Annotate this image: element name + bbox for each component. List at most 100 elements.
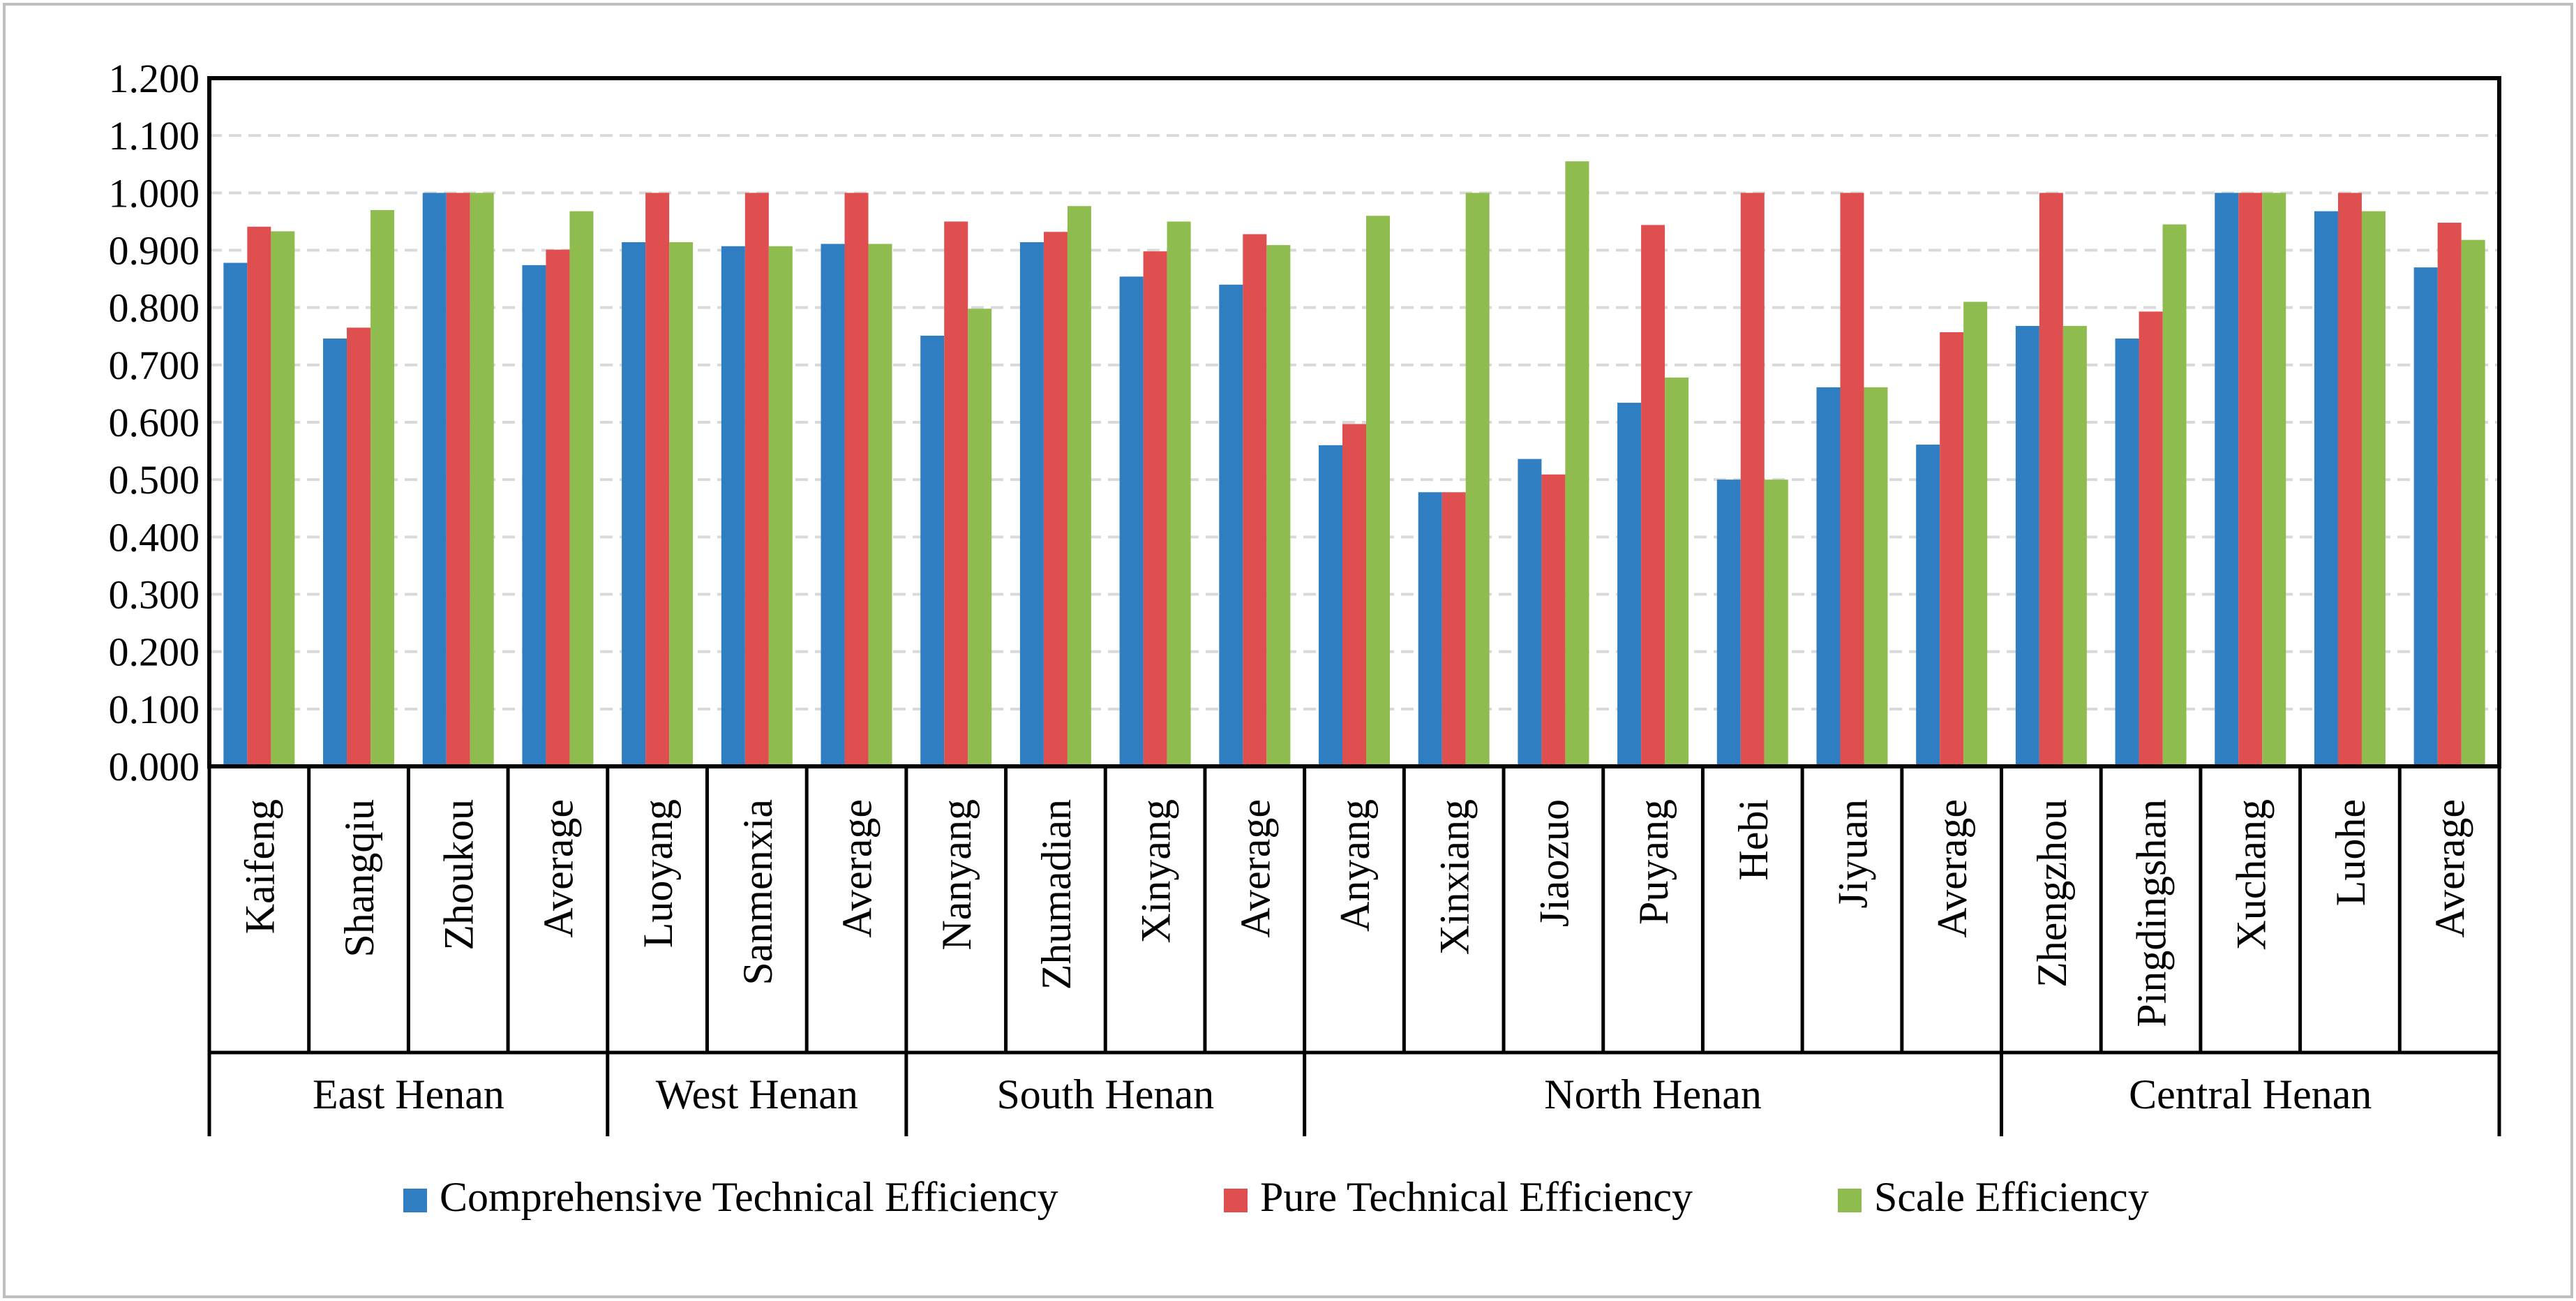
- legend-swatch: [403, 1189, 427, 1212]
- bar-comprehensive-technical-efficiency: [2413, 267, 2438, 766]
- bar-comprehensive-technical-efficiency: [920, 335, 945, 766]
- bar-pure-technical-efficiency: [2238, 193, 2263, 766]
- bar-pure-technical-efficiency: [1641, 225, 1665, 766]
- bar-pure-technical-efficiency: [2437, 223, 2462, 766]
- x-category-label: Average: [2427, 799, 2473, 938]
- bar-comprehensive-technical-efficiency: [2015, 325, 2039, 767]
- x-category-label: Luoyang: [635, 799, 681, 948]
- bar-comprehensive-technical-efficiency: [522, 265, 546, 766]
- x-group-label: West Henan: [656, 1071, 858, 1117]
- bar-comprehensive-technical-efficiency: [422, 193, 447, 766]
- y-tick-label: 0.800: [109, 285, 200, 331]
- bar-pure-technical-efficiency: [2139, 311, 2163, 766]
- legend-label: Scale Efficiency: [1874, 1174, 2149, 1220]
- axes: [207, 76, 2501, 1136]
- bar-pure-technical-efficiency: [1243, 234, 1267, 766]
- bar-comprehensive-technical-efficiency: [2314, 211, 2338, 766]
- x-category-label: Sanmenxia: [735, 799, 781, 986]
- bar-scale-efficiency: [868, 244, 892, 766]
- x-category-label: Average: [1929, 799, 1975, 938]
- bars: [223, 161, 2485, 767]
- bar-scale-efficiency: [2262, 193, 2286, 766]
- x-category-label: Average: [535, 799, 581, 938]
- bar-scale-efficiency: [470, 193, 494, 766]
- bar-scale-efficiency: [1366, 216, 1390, 766]
- bar-comprehensive-technical-efficiency: [1518, 459, 1542, 766]
- bar-scale-efficiency: [1864, 387, 1888, 766]
- x-category-label: Anyang: [1332, 799, 1378, 932]
- bar-comprehensive-technical-efficiency: [1716, 479, 1741, 766]
- bar-pure-technical-efficiency: [247, 226, 271, 767]
- bar-pure-technical-efficiency: [1441, 492, 1466, 766]
- x-category-label: Average: [1232, 799, 1278, 938]
- legend-swatch: [1838, 1189, 1862, 1212]
- bar-comprehensive-technical-efficiency: [1916, 445, 1940, 766]
- bar-comprehensive-technical-efficiency: [323, 339, 347, 767]
- bar-pure-technical-efficiency: [2039, 193, 2063, 766]
- bar-comprehensive-technical-efficiency: [2215, 193, 2239, 766]
- y-tick-label: 1.000: [109, 170, 200, 216]
- bar-pure-technical-efficiency: [744, 193, 769, 766]
- x-group-label: South Henan: [996, 1071, 1214, 1117]
- y-tick-label: 1.200: [109, 56, 200, 101]
- bar-comprehensive-technical-efficiency: [1119, 276, 1144, 767]
- y-tick-label: 1.100: [109, 113, 200, 158]
- bar-pure-technical-efficiency: [347, 327, 371, 766]
- x-category-label: Jiaozuo: [1531, 799, 1577, 927]
- bar-scale-efficiency: [569, 211, 594, 766]
- bar-pure-technical-efficiency: [1940, 332, 1964, 767]
- x-category-label: Xuchang: [2228, 799, 2274, 951]
- y-tick-label: 0.900: [109, 228, 200, 274]
- x-category-label: Luohe: [2328, 799, 2374, 906]
- bar-pure-technical-efficiency: [944, 221, 968, 767]
- x-category-label: Zhoukou: [436, 799, 482, 951]
- x-category-label: Nanyang: [934, 799, 980, 951]
- bar-pure-technical-efficiency: [446, 193, 470, 766]
- bar-comprehensive-technical-efficiency: [821, 244, 845, 766]
- x-axis-category-labels: Kaifeng Shangqiu Zhoukou Average Luoyang Sanm…: [237, 799, 2473, 1027]
- bar-scale-efficiency: [1167, 221, 1191, 767]
- bar-scale-efficiency: [1764, 479, 1788, 766]
- x-group-label: North Henan: [1544, 1071, 1762, 1117]
- bar-comprehensive-technical-efficiency: [1319, 445, 1342, 766]
- bar-scale-efficiency: [1963, 302, 1988, 766]
- bar-comprehensive-technical-efficiency: [1418, 492, 1442, 766]
- x-category-label: Jiyuan: [1829, 799, 1875, 909]
- x-category-label: Zhumadian: [1033, 799, 1079, 990]
- bar-comprehensive-technical-efficiency: [1019, 241, 1044, 766]
- bar-comprehensive-technical-efficiency: [721, 246, 745, 767]
- bar-scale-efficiency: [2461, 239, 2485, 767]
- bar-scale-efficiency: [1665, 377, 1689, 766]
- x-category-label: Shangqiu: [336, 799, 382, 958]
- bar-pure-technical-efficiency: [1342, 424, 1366, 766]
- x-axis-group-labels: East Henan West Henan South Henan North Hen…: [313, 1071, 2372, 1117]
- bar-scale-efficiency: [1565, 161, 1589, 766]
- bar-scale-efficiency: [1067, 206, 1091, 766]
- legend: Comprehensive Technical Efficiency Pure T…: [403, 1174, 2149, 1220]
- bar-pure-technical-efficiency: [844, 193, 869, 766]
- x-group-label: East Henan: [313, 1071, 504, 1117]
- y-tick-label: 0.100: [109, 687, 200, 732]
- y-tick-label: 0.200: [109, 630, 200, 675]
- bar-pure-technical-efficiency: [645, 193, 670, 766]
- y-tick-label: 0.300: [109, 572, 200, 618]
- legend-label: Pure Technical Efficiency: [1260, 1174, 1693, 1220]
- legend-label: Comprehensive Technical Efficiency: [440, 1174, 1058, 1220]
- y-tick-label: 0.600: [109, 400, 200, 445]
- bar-scale-efficiency: [1266, 245, 1291, 767]
- bar-scale-efficiency: [370, 209, 395, 766]
- x-category-label: Zhengzhou: [2029, 799, 2075, 988]
- bar-pure-technical-efficiency: [1143, 251, 1167, 767]
- x-category-label: Xinyang: [1133, 799, 1179, 944]
- bar-comprehensive-technical-efficiency: [223, 262, 248, 766]
- bar-pure-technical-efficiency: [2337, 193, 2362, 766]
- bar-comprehensive-technical-efficiency: [1617, 403, 1642, 766]
- plot-frame: [207, 76, 2501, 768]
- bar-comprehensive-technical-efficiency: [1219, 284, 1243, 766]
- y-tick-label: 0.000: [109, 744, 200, 789]
- x-category-label: Xinxiang: [1432, 799, 1478, 955]
- bar-scale-efficiency: [2062, 325, 2087, 767]
- x-category-label: Kaifeng: [237, 799, 283, 934]
